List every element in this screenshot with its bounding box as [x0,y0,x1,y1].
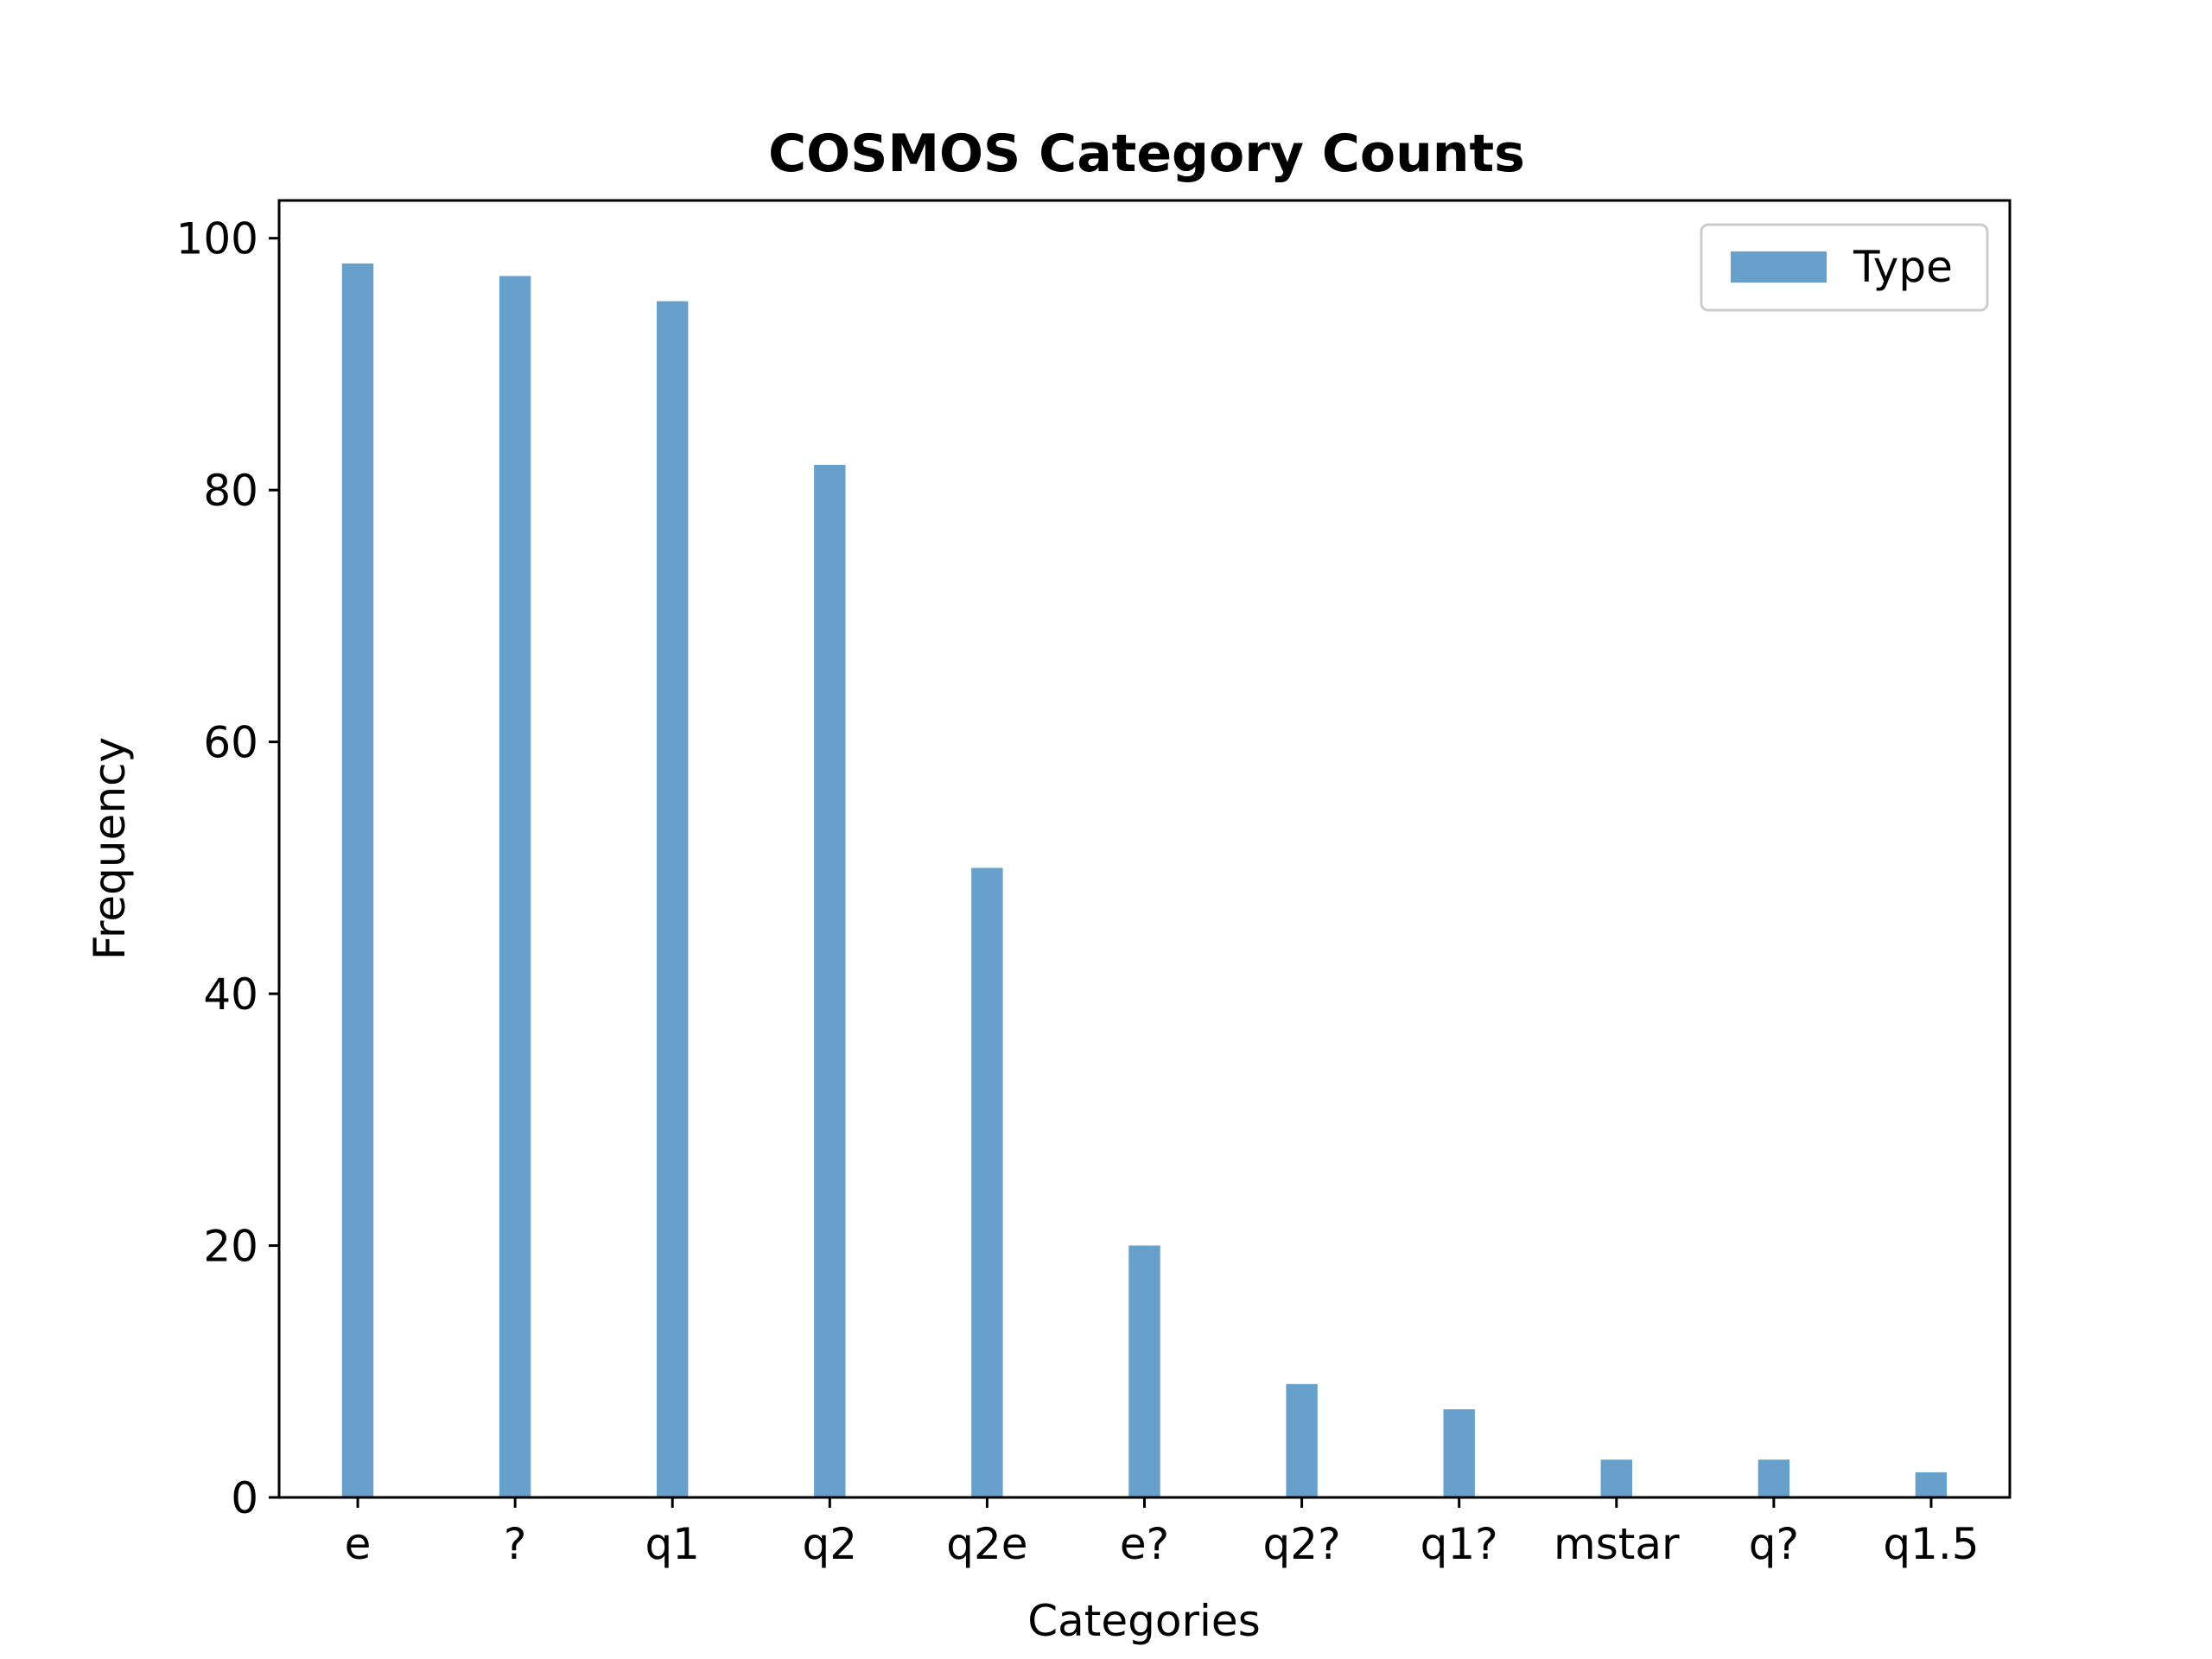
y-axis-label: Frequency [85,737,135,960]
bar-10 [1915,1471,1948,1497]
x-tick-label: q2? [1263,1519,1341,1569]
x-tick-label: q2 [803,1519,858,1569]
y-axis: 0 20 40 60 80 100 [176,214,279,1523]
bars-layer [341,263,1948,1498]
y-tick-label: 80 [203,466,258,516]
bar-9 [1758,1459,1790,1497]
x-tick-label: mstar [1554,1519,1680,1569]
x-tick-label: q1.5 [1883,1519,1979,1569]
x-tick-label: e? [1120,1519,1169,1569]
bar-7 [1443,1409,1475,1497]
bar-5 [1128,1245,1160,1497]
x-axis: e? q1 q2 q2e e? q2? q1? mstar q? q1.5 [345,1497,1980,1569]
legend-box [1700,223,1989,312]
y-tick-label: 100 [176,214,258,264]
x-axis-label: Categories [1027,1596,1261,1646]
bar-3 [814,465,846,1497]
x-tick-label: ? [504,1519,527,1569]
x-tick-label: q? [1749,1519,1799,1569]
bar-1 [499,276,531,1497]
legend: Type [1700,223,1989,312]
y-tick-label: 20 [203,1222,258,1272]
chart-title: COSMOS Category Counts [768,124,1525,184]
x-tick-label: q1? [1421,1519,1498,1569]
y-tick-label: 60 [203,718,258,768]
bar-0 [341,263,374,1497]
legend-swatch [1731,251,1827,283]
x-tick-label: q2e [946,1519,1027,1569]
bar-6 [1286,1383,1318,1497]
x-tick-label: e [345,1519,372,1569]
bar-2 [657,301,689,1498]
bar-4 [971,868,1003,1497]
bar-8 [1600,1459,1632,1497]
y-tick-label: 40 [203,969,258,1020]
legend-label: Type [1853,242,1953,292]
x-tick-label: q1 [645,1519,700,1569]
y-tick-label: 0 [231,1473,258,1523]
